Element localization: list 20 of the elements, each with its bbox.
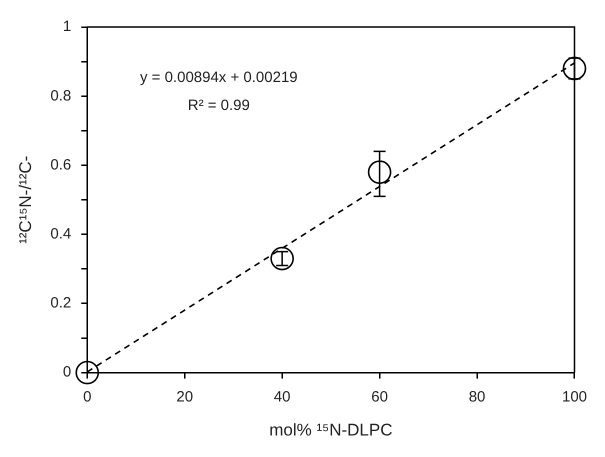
x-tick-label: 60 (371, 388, 388, 406)
point (75, 360, 100, 384)
x-axis-title: mol% ¹⁵N-DLPC (269, 420, 392, 440)
y-tick-label: 1 (62, 18, 72, 36)
point (368, 160, 392, 184)
y-tick-label: 0.6 (50, 156, 72, 174)
y-tick-label: 0 (62, 364, 72, 381)
y-tick-label: 0.2 (50, 294, 72, 312)
point (562, 56, 586, 80)
y-axis-title: ¹²C¹⁵N-/¹²C- (16, 156, 35, 244)
x-tick-label: 40 (274, 388, 290, 406)
annotation: R² = 0.99 (188, 97, 250, 114)
point (270, 246, 294, 270)
x-tick-label: 0 (83, 388, 92, 406)
annotation: y = 0.00894x + 0.00219 (140, 69, 298, 86)
x-tick-label: 20 (176, 388, 194, 406)
x-tick-label: 80 (468, 388, 486, 406)
y-tick-label: 0.8 (50, 87, 72, 104)
x-tick-label: 100 (562, 388, 587, 406)
y-tick-label: 0.4 (50, 226, 72, 242)
